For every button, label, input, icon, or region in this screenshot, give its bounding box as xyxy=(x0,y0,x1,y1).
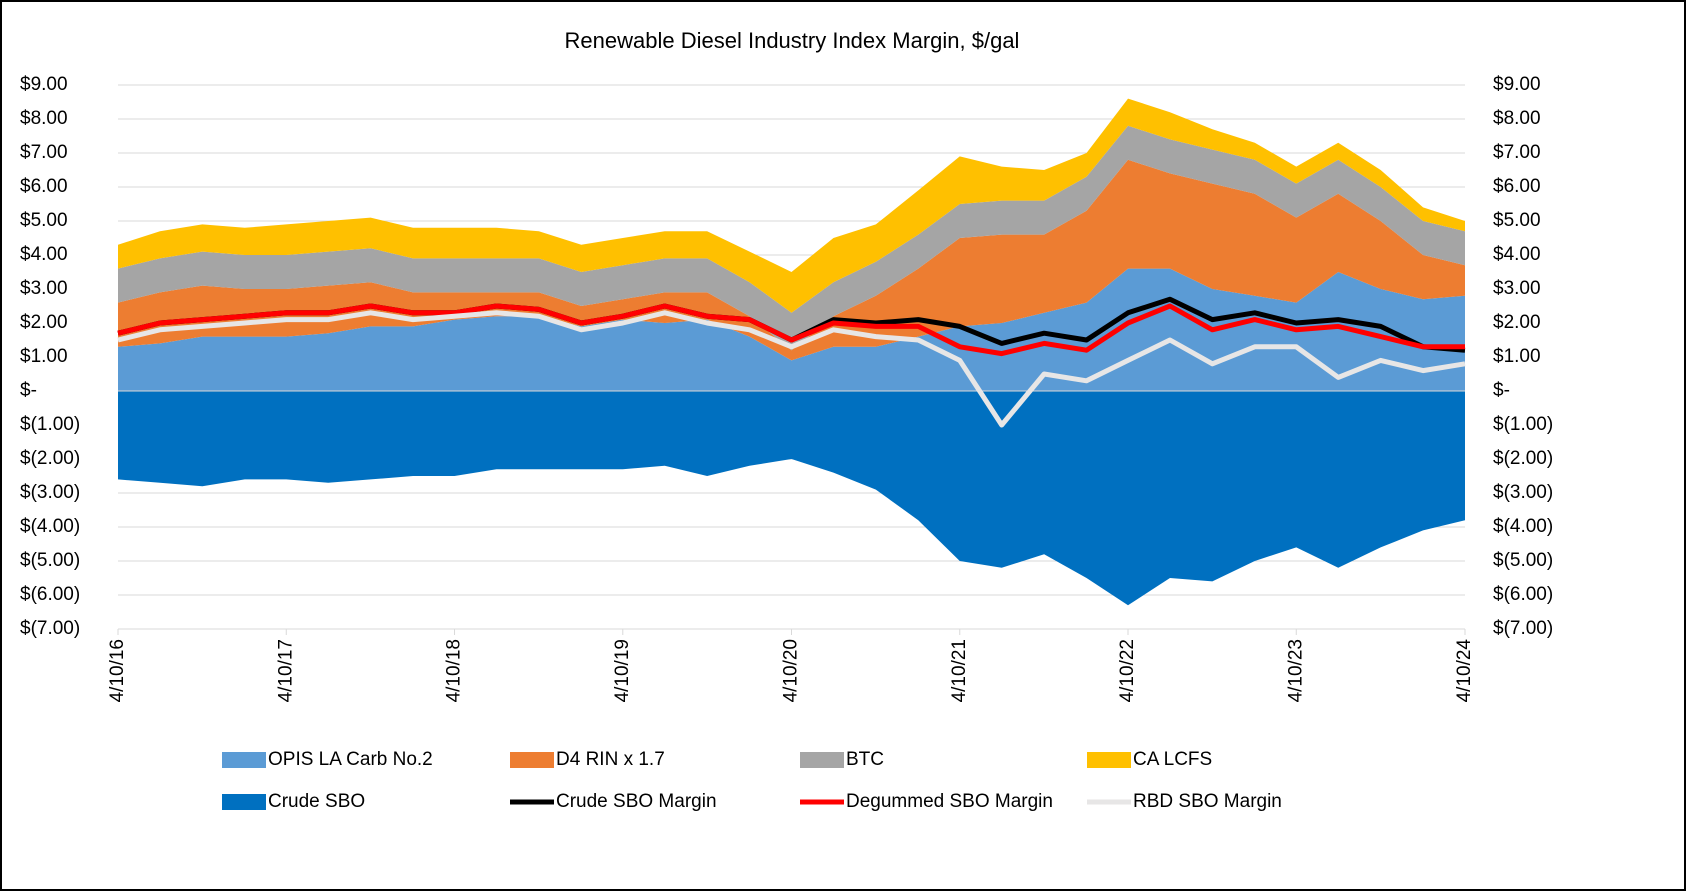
legend-label: BTC xyxy=(846,749,884,770)
legend-swatch xyxy=(222,752,266,768)
legend-swatch xyxy=(510,752,554,768)
x-tick-label: 4/10/24 xyxy=(1454,639,1475,703)
line xyxy=(117,310,1466,428)
y2-tick-label: $7.00 xyxy=(1493,142,1541,163)
y-tick-label: $1.00 xyxy=(20,346,68,367)
y-tick-label: $6.00 xyxy=(20,176,68,197)
y2-tick-label: $3.00 xyxy=(1493,278,1541,299)
y2-tick-label: $2.00 xyxy=(1493,312,1541,333)
x-tick-label: 4/10/23 xyxy=(1285,639,1306,702)
y-tick-label: $2.00 xyxy=(20,312,68,333)
y-tick-label: $(3.00) xyxy=(20,482,80,503)
legend-swatch xyxy=(222,794,266,810)
y2-tick-label: $(6.00) xyxy=(1493,584,1553,605)
legend-label: OPIS LA Carb No.2 xyxy=(268,749,433,770)
y2-tick-label: $(7.00) xyxy=(1493,618,1553,639)
y-tick-label: $(2.00) xyxy=(20,448,80,469)
y2-tick-label: $(4.00) xyxy=(1493,516,1553,537)
area xyxy=(118,391,1465,606)
y-tick-label: $8.00 xyxy=(20,108,68,129)
y2-tick-label: $6.00 xyxy=(1493,176,1541,197)
legend-label: Crude SBO Margin xyxy=(556,791,717,812)
legend-swatch xyxy=(800,752,844,768)
y-tick-label: $(4.00) xyxy=(20,516,80,537)
legend-label: Crude SBO xyxy=(268,791,365,812)
y-tick-label: $9.00 xyxy=(20,74,68,95)
y-tick-label: $(6.00) xyxy=(20,584,80,605)
line xyxy=(117,303,1465,357)
y2-tick-label: $(3.00) xyxy=(1493,482,1553,503)
x-tick-label: 4/10/17 xyxy=(275,639,296,702)
chart-title: Renewable Diesel Industry Index Margin, … xyxy=(565,28,1020,53)
y-tick-label: $- xyxy=(20,380,37,401)
y2-tick-label: $9.00 xyxy=(1493,74,1541,95)
legend-swatch xyxy=(1087,752,1131,768)
legend-label: RBD SBO Margin xyxy=(1133,791,1282,812)
y2-tick-label: $(2.00) xyxy=(1493,448,1553,469)
y2-tick-label: $4.00 xyxy=(1493,244,1541,265)
y-tick-label: $(7.00) xyxy=(20,618,80,639)
x-tick-label: 4/10/18 xyxy=(444,639,465,702)
legend-label: Degummed SBO Margin xyxy=(846,791,1053,812)
x-tick-label: 4/10/21 xyxy=(949,639,970,702)
y-tick-label: $7.00 xyxy=(20,142,68,163)
y-tick-label: $5.00 xyxy=(20,210,68,231)
y2-tick-label: $- xyxy=(1493,380,1510,401)
legend-label: D4 RIN x 1.7 xyxy=(556,749,665,770)
y2-tick-label: $(5.00) xyxy=(1493,550,1553,571)
legend-label: CA LCFS xyxy=(1133,749,1212,770)
y-tick-label: $4.00 xyxy=(20,244,68,265)
x-tick-label: 4/10/22 xyxy=(1117,639,1138,702)
y2-tick-label: $8.00 xyxy=(1493,108,1541,129)
x-tick-label: 4/10/19 xyxy=(612,639,633,702)
y2-tick-label: $1.00 xyxy=(1493,346,1541,367)
x-tick-label: 4/10/16 xyxy=(107,639,128,702)
y-tick-label: $(1.00) xyxy=(20,414,80,435)
y2-tick-label: $5.00 xyxy=(1493,210,1541,231)
y2-tick-label: $(1.00) xyxy=(1493,414,1553,435)
x-tick-label: 4/10/20 xyxy=(781,639,802,702)
y-tick-label: $3.00 xyxy=(20,278,68,299)
y-tick-label: $(5.00) xyxy=(20,550,80,571)
